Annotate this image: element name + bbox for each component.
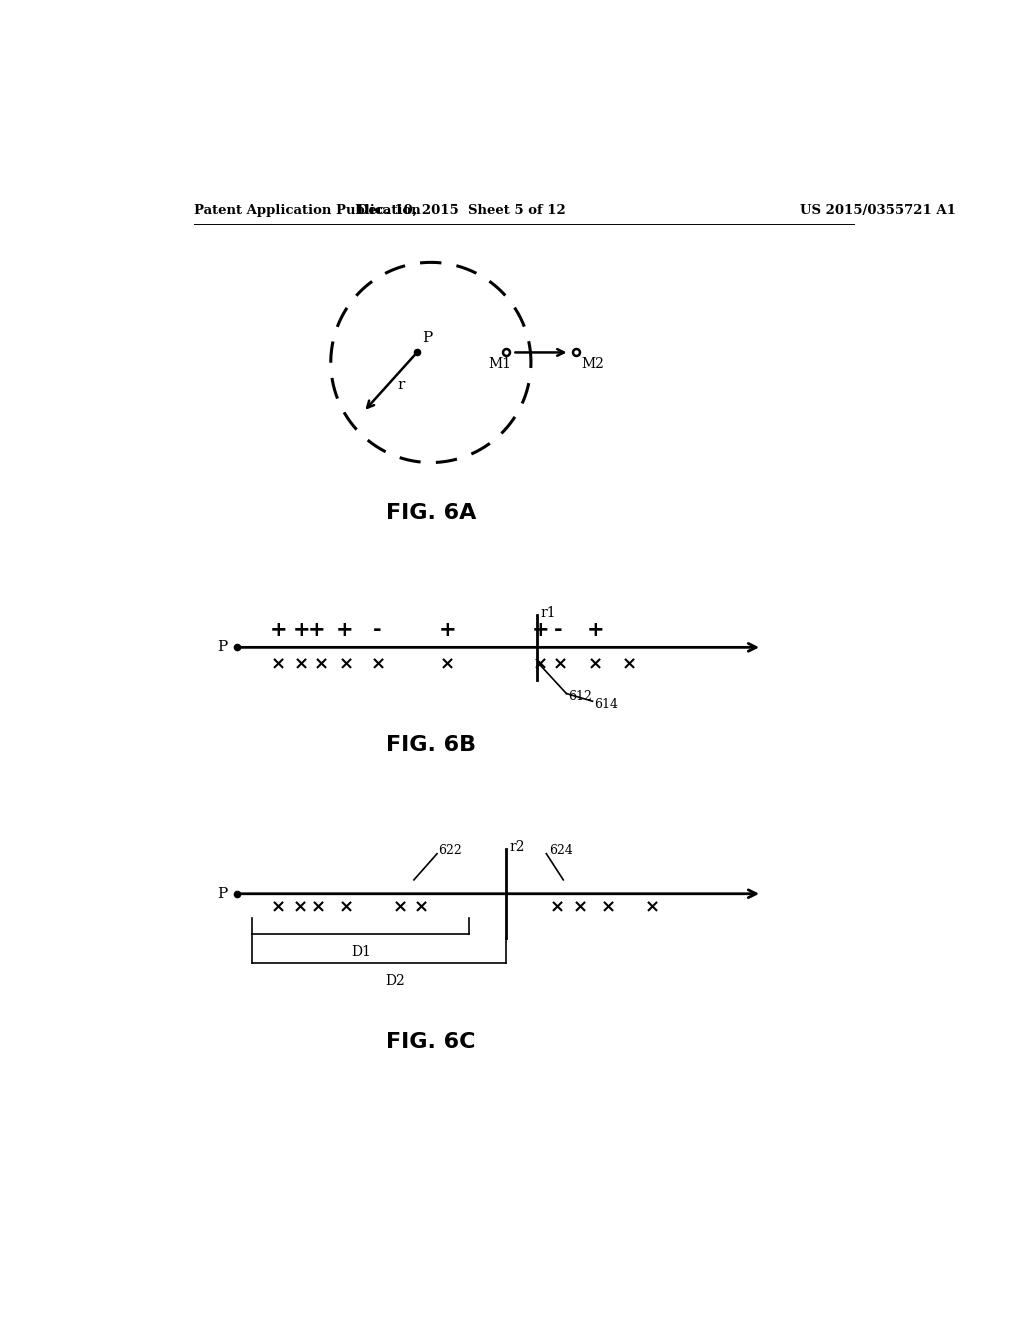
Text: M1: M1 [488,356,512,371]
Text: r1: r1 [541,606,556,620]
Text: ×: × [550,899,564,916]
Text: ×: × [622,655,637,673]
Text: +: + [308,619,326,640]
Text: FIG. 6A: FIG. 6A [386,503,476,523]
Text: +: + [439,619,457,640]
Text: ×: × [371,655,386,673]
Text: ×: × [532,655,548,673]
Text: +: + [269,619,287,640]
Text: US 2015/0355721 A1: US 2015/0355721 A1 [801,205,956,218]
Text: ×: × [270,655,286,673]
Text: ×: × [572,899,588,916]
Text: ×: × [588,655,603,673]
Text: r: r [398,379,406,392]
Text: 624: 624 [550,843,573,857]
Text: ×: × [392,899,408,916]
Text: ×: × [314,655,329,673]
Text: ×: × [311,899,326,916]
Text: +: + [587,619,604,640]
Text: -: - [373,619,381,640]
Text: ×: × [293,899,307,916]
Text: D2: D2 [385,974,404,987]
Text: Patent Application Publication: Patent Application Publication [195,205,421,218]
Text: 612: 612 [568,690,592,704]
Text: FIG. 6B: FIG. 6B [386,735,476,755]
Text: ×: × [270,899,286,916]
Text: ×: × [339,899,353,916]
Text: ×: × [600,899,615,916]
Text: FIG. 6C: FIG. 6C [386,1032,475,1052]
Text: ×: × [294,655,309,673]
Text: Dec. 10, 2015  Sheet 5 of 12: Dec. 10, 2015 Sheet 5 of 12 [357,205,566,218]
Text: 614: 614 [594,698,618,711]
Text: ×: × [440,655,456,673]
Text: +: + [293,619,310,640]
Text: -: - [554,619,562,640]
Text: ×: × [339,655,353,673]
Text: D1: D1 [351,945,371,958]
Text: P: P [217,887,227,900]
Text: P: P [422,331,432,345]
Text: P: P [217,640,227,655]
Text: ×: × [414,899,429,916]
Text: +: + [336,619,353,640]
Text: +: + [531,619,549,640]
Text: M2: M2 [582,356,604,371]
Text: 622: 622 [438,843,462,857]
Text: ×: × [645,899,660,916]
Text: ×: × [553,655,567,673]
Text: r2: r2 [509,840,525,854]
